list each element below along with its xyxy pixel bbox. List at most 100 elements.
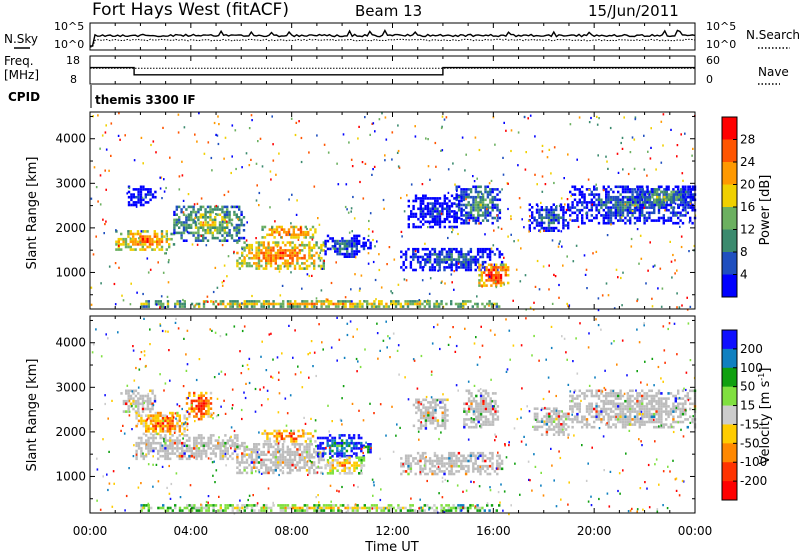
data-cell [178, 305, 182, 308]
data-cell [605, 203, 608, 207]
data-cell [236, 439, 239, 442]
data-cell [168, 245, 171, 249]
data-cell [548, 425, 551, 429]
data-cell [614, 208, 617, 212]
data-cell [600, 206, 603, 209]
data-cell [590, 410, 593, 413]
data-cell [245, 461, 249, 464]
data-cell [689, 188, 692, 191]
data-cell [216, 226, 219, 229]
data-cell [469, 211, 473, 215]
scatter-point [465, 153, 467, 156]
data-cell [578, 188, 581, 191]
data-cell [142, 188, 145, 191]
data-cell [298, 466, 301, 469]
data-cell [609, 216, 613, 220]
scatter-point [534, 135, 536, 138]
data-cell [482, 415, 485, 419]
data-cell [348, 459, 351, 462]
data-cell [269, 259, 273, 263]
data-cell [257, 469, 261, 472]
data-cell [446, 217, 449, 221]
data-cell [488, 451, 492, 455]
data-cell [209, 229, 212, 232]
data-cell [653, 206, 656, 209]
data-cell [331, 454, 334, 458]
data-cell [214, 300, 218, 303]
data-cell [552, 211, 555, 214]
data-cell [151, 237, 154, 241]
data-cell [533, 415, 537, 418]
data-cell [441, 212, 444, 216]
data-cell [692, 195, 695, 199]
data-cell [352, 436, 356, 440]
data-cell [578, 389, 581, 393]
scatter-point [544, 183, 547, 186]
data-cell [562, 208, 565, 212]
data-cell [303, 262, 306, 265]
data-cell [633, 418, 637, 421]
data-cell [493, 216, 497, 220]
data-cell [238, 305, 242, 308]
data-cell [255, 300, 258, 303]
data-cell [291, 450, 294, 454]
data-cell [267, 302, 270, 306]
data-cell [135, 457, 138, 461]
scatter-point [597, 309, 600, 312]
scatter-point [568, 304, 571, 307]
cpid-label: CPID [8, 90, 40, 104]
data-cell [124, 243, 128, 246]
data-cell [453, 225, 456, 229]
data-cell [411, 300, 414, 303]
data-cell [593, 193, 596, 196]
data-cell [267, 254, 270, 257]
data-cell [636, 415, 639, 419]
data-cell [280, 225, 283, 229]
data-cell [129, 248, 132, 251]
data-cell [286, 305, 290, 308]
data-cell [161, 427, 165, 430]
data-cell [614, 198, 617, 202]
data-cell [142, 454, 145, 458]
data-cell [153, 230, 156, 233]
data-cell [303, 302, 306, 306]
data-cell [481, 255, 485, 259]
data-cell [450, 250, 453, 254]
data-cell [159, 302, 162, 306]
data-cell [600, 392, 603, 395]
data-cell [404, 459, 408, 463]
data-cell [331, 441, 334, 445]
data-cell [474, 263, 477, 267]
data-cell [146, 240, 149, 244]
data-cell [234, 302, 237, 306]
data-cell [636, 216, 639, 220]
scatter-point [427, 165, 430, 168]
data-cell [469, 268, 473, 272]
data-cell [662, 201, 665, 204]
data-cell [129, 232, 132, 236]
scatter-point [374, 245, 376, 248]
data-cell [129, 245, 132, 249]
data-cell [552, 213, 555, 217]
data-cell [479, 397, 483, 400]
data-cell [262, 251, 265, 255]
data-cell [198, 305, 201, 308]
data-cell [490, 271, 493, 274]
scatter-point [100, 282, 102, 285]
data-cell [350, 242, 354, 245]
data-cell [132, 237, 135, 241]
data-cell [178, 447, 181, 450]
scatter-point [400, 230, 403, 233]
data-cell [245, 448, 249, 451]
data-cell [124, 240, 128, 244]
data-cell [149, 190, 152, 194]
data-cell [689, 198, 692, 202]
data-cell [400, 462, 403, 465]
scatter-point [510, 217, 512, 221]
scatter-point [278, 152, 280, 155]
data-cell [576, 203, 579, 207]
data-cell [151, 407, 154, 411]
data-cell [581, 190, 584, 194]
data-cell [242, 223, 246, 227]
data-cell [438, 260, 441, 264]
